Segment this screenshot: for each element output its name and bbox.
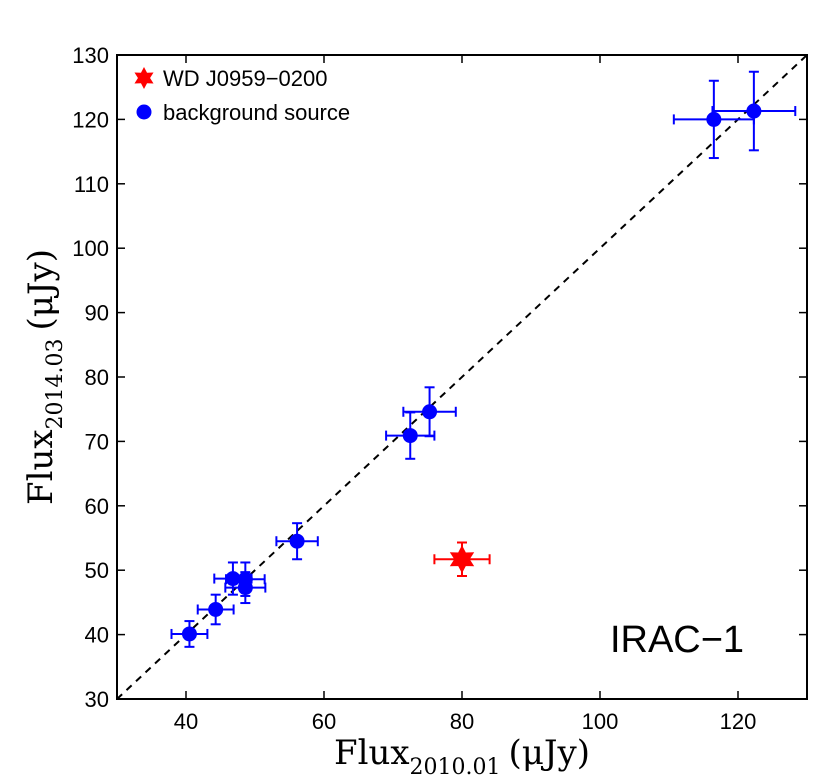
y-tick-label: 110 (74, 172, 109, 197)
background-source-marker (402, 428, 418, 444)
y-tick-label: 120 (72, 107, 109, 132)
x-tick-label: 80 (450, 709, 474, 734)
y-axis-title-base: Flux (21, 429, 61, 505)
y-tick-label: 100 (72, 236, 109, 261)
x-axis-title: Flux2010.01 (μJy) (334, 733, 590, 780)
one-to-one-line (116, 54, 808, 700)
background-source-marker (237, 580, 253, 596)
background-source-marker (208, 601, 224, 617)
x-tick-label: 60 (312, 709, 336, 734)
background-source-marker (181, 626, 197, 642)
y-tick-label: 90 (85, 301, 109, 326)
y-axis-title-unit: (μJy) (21, 249, 61, 330)
y-tick-label: 50 (85, 558, 109, 583)
tick-layer: 40 60 80 100 120 30 40 50 60 70 80 90 100 110 120 130 (72, 43, 807, 734)
legend-background-source-icon (136, 104, 152, 120)
legend-wd-target-icon (134, 67, 154, 89)
reference-line-layer (116, 54, 808, 700)
y-tick-label: 70 (85, 429, 109, 454)
y-tick-label: 40 (85, 623, 109, 648)
y-axis-title: Flux2014.03 (μJy) (21, 249, 68, 505)
y-tick-label: 130 (72, 43, 109, 68)
x-tick-label: 40 (174, 709, 198, 734)
y-tick-label: 60 (85, 494, 109, 519)
x-axis-title-sub: 2010.01 (410, 755, 501, 780)
background-source-marker (706, 111, 722, 127)
y-tick-label: 80 (85, 365, 109, 390)
legend-wd-target-label: WD J0959−0200 (163, 66, 328, 91)
x-tick-label: 120 (720, 709, 757, 734)
legend: WD J0959−0200 background source (134, 66, 350, 125)
error-bar-layer (170, 70, 797, 648)
background-source-marker (422, 404, 438, 420)
x-axis-title-unit: (μJy) (509, 733, 590, 773)
x-axis-title-base: Flux (334, 733, 410, 773)
y-tick-label: 30 (85, 687, 109, 712)
x-tick-label: 100 (582, 709, 619, 734)
marker-layer (181, 103, 762, 642)
background-source-marker (289, 533, 305, 549)
background-source-marker (225, 571, 241, 587)
legend-background-source-label: background source (163, 100, 350, 125)
background-source-marker (746, 103, 762, 119)
y-axis-title-sub: 2014.03 (43, 338, 68, 429)
wd-target-marker (449, 545, 475, 574)
irac-annotation: IRAC−1 (610, 619, 744, 661)
